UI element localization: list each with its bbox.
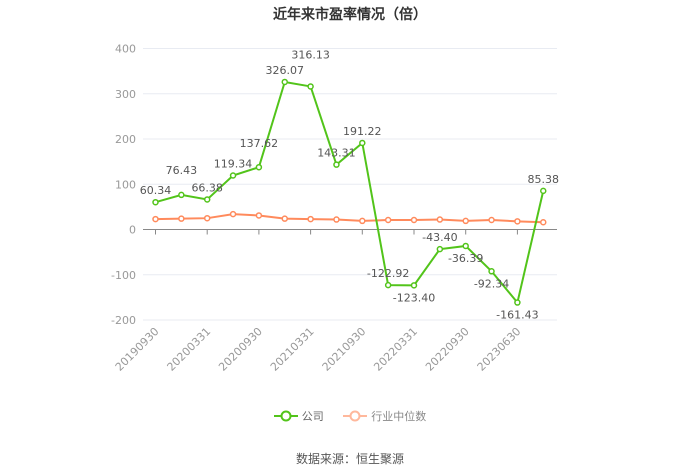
data-point	[488, 268, 495, 275]
data-point	[152, 198, 159, 206]
data-point	[203, 196, 211, 203]
data-source: 数据来源：恒生聚源	[295, 452, 404, 466]
legend-company-icon	[273, 410, 298, 422]
data-point	[436, 216, 444, 223]
data-point	[514, 218, 521, 225]
data-point	[307, 83, 314, 90]
x-tick-label: 20210331	[268, 325, 317, 374]
data-point	[203, 214, 211, 222]
data-point	[255, 212, 263, 219]
data-label: 66.38	[191, 181, 223, 194]
data-label: 137.62	[240, 137, 279, 150]
data-point	[152, 215, 159, 223]
data-point	[281, 215, 288, 222]
y-tick-label: 0	[129, 224, 136, 237]
x-tick-label: 20220331	[371, 325, 420, 374]
data-label: 85.38	[528, 173, 560, 186]
x-tick-label: 20220930	[423, 325, 472, 374]
x-tick-label: 20190930	[113, 325, 162, 374]
data-point	[514, 299, 521, 306]
data-label: 326.07	[266, 64, 305, 77]
data-point	[359, 139, 366, 147]
x-tick-label: 20210930	[320, 325, 369, 374]
data-label: -92.34	[474, 277, 509, 290]
data-point	[410, 216, 418, 224]
data-point	[307, 215, 314, 223]
data-point	[178, 215, 185, 222]
y-tick-label: -100	[111, 269, 136, 282]
data-point	[384, 281, 392, 289]
data-point	[178, 191, 185, 199]
legend: 公司 行业中位数	[0, 408, 700, 425]
data-point	[462, 242, 469, 250]
data-label: -122.92	[367, 267, 409, 280]
data-label: -43.40	[422, 231, 457, 244]
data-point	[462, 217, 469, 225]
data-point	[229, 210, 237, 218]
data-label: 191.22	[343, 125, 382, 138]
data-point	[540, 219, 547, 226]
y-tick-label: 300	[115, 88, 136, 101]
data-label: -161.43	[496, 309, 538, 322]
data-point	[281, 78, 288, 86]
data-label: 60.34	[140, 184, 172, 197]
data-label: 119.34	[214, 157, 253, 170]
data-point	[359, 217, 366, 225]
data-point	[540, 187, 547, 195]
legend-item-industry[interactable]: 行业中位数	[343, 408, 426, 424]
data-point	[410, 282, 418, 289]
legend-item-company[interactable]: 公司	[273, 408, 324, 424]
data-label: -36.39	[448, 252, 483, 265]
legend-industry-icon	[343, 410, 368, 422]
y-tick-label: 200	[115, 133, 136, 146]
data-label: -123.40	[393, 291, 435, 304]
data-label: 76.43	[166, 164, 198, 177]
y-tick-label: 100	[115, 178, 136, 191]
data-point	[436, 245, 444, 253]
chart-title: 近年来市盈率情况（倍）	[273, 7, 427, 23]
x-tick-label: 20200930	[216, 325, 265, 374]
data-point	[333, 161, 340, 168]
data-point	[229, 172, 237, 179]
data-point	[384, 216, 392, 224]
data-point	[333, 216, 340, 223]
data-point	[488, 216, 495, 224]
series-line-company	[155, 80, 545, 305]
legend-label-industry: 行业中位数	[371, 410, 427, 423]
y-tick-label: 400	[115, 43, 136, 56]
x-tick-label: 20200331	[165, 325, 214, 374]
series-line-industry	[155, 213, 544, 224]
x-tick-label: 20230630	[475, 325, 524, 374]
legend-label-company: 公司	[301, 410, 324, 423]
data-label: 143.31	[317, 147, 356, 160]
y-tick-label: -200	[111, 314, 136, 327]
data-point	[255, 163, 263, 171]
data-label: 316.13	[291, 48, 330, 61]
